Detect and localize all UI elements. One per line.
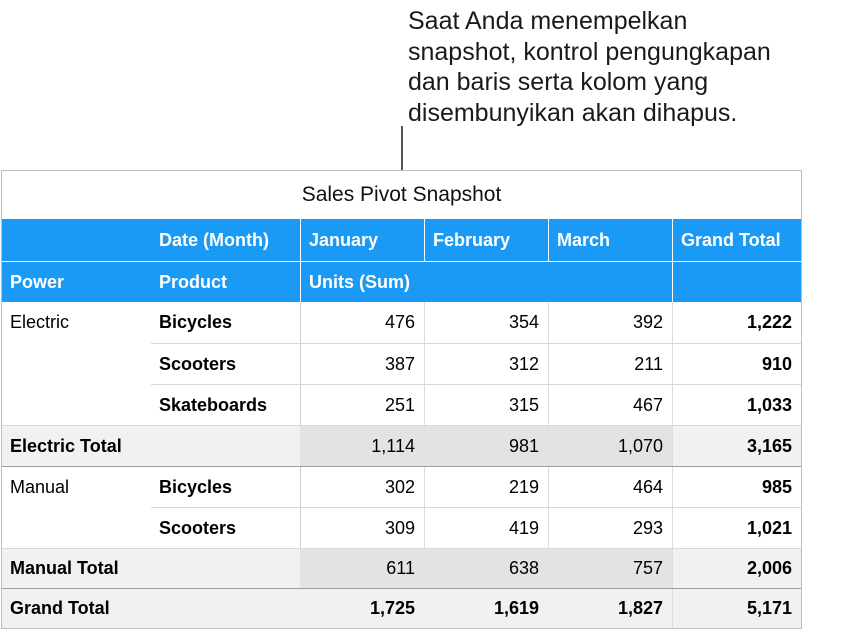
row-total-cell[interactable]: 985 <box>672 467 801 507</box>
value-cell[interactable]: 293 <box>548 507 672 548</box>
value-cell[interactable]: 467 <box>548 384 672 425</box>
value-cell[interactable]: 1,114 <box>300 426 424 466</box>
value-cell[interactable]: 981 <box>424 426 548 466</box>
table-row: Scooters 387 312 211 910 <box>2 343 801 384</box>
value-cell[interactable]: 302 <box>300 467 424 507</box>
subtotal-row-manual: Manual Total 611 638 757 2,006 <box>2 548 801 589</box>
row-product-cell[interactable] <box>151 549 300 588</box>
header-cell-product[interactable]: Product <box>159 271 228 292</box>
table-row: Scooters 309 419 293 1,021 <box>2 507 801 548</box>
row-total-cell[interactable]: 1,033 <box>672 384 801 425</box>
table-row: Manual Bicycles 302 219 464 985 <box>2 467 801 507</box>
value-cell[interactable]: 638 <box>424 549 548 588</box>
value-cell[interactable]: 354 <box>424 302 548 343</box>
row-total-cell[interactable]: 5,171 <box>672 589 801 628</box>
row-power-cell[interactable]: Electric Total <box>10 435 122 456</box>
header-cell-grand-total[interactable]: Grand Total <box>672 219 801 261</box>
header-cell-units-sum[interactable]: Units (Sum) <box>300 262 672 302</box>
row-product-cell[interactable]: Bicycles <box>159 476 233 497</box>
value-cell[interactable]: 312 <box>424 343 548 384</box>
row-power-cell[interactable]: Manual <box>10 476 70 497</box>
header-cell-march[interactable]: March <box>548 219 672 261</box>
value-cell[interactable]: 1,725 <box>300 589 424 628</box>
row-total-cell[interactable]: 2,006 <box>672 549 801 588</box>
subtotal-row-electric: Electric Total 1,114 981 1,070 3,165 <box>2 425 801 467</box>
pivot-table[interactable]: Sales Pivot Snapshot Date (Month) Januar… <box>1 170 802 629</box>
row-total-cell[interactable]: 910 <box>672 343 801 384</box>
callout-line: dan baris serta kolom yang <box>408 68 709 96</box>
header-cell-january[interactable]: January <box>300 219 424 261</box>
header-cell-empty[interactable] <box>2 219 151 261</box>
header-row-fields: Power Product Units (Sum) <box>2 261 801 302</box>
header-row-months: Date (Month) January February March Gran… <box>2 219 801 261</box>
row-product-cell[interactable] <box>151 589 300 628</box>
value-cell[interactable]: 309 <box>300 507 424 548</box>
row-product-cell[interactable]: Skateboards <box>151 384 300 425</box>
grand-total-row: Grand Total 1,725 1,619 1,827 5,171 <box>2 589 801 628</box>
row-total-cell[interactable]: 1,222 <box>672 302 801 343</box>
value-cell[interactable]: 315 <box>424 384 548 425</box>
header-cell-february[interactable]: February <box>424 219 548 261</box>
value-cell[interactable]: 387 <box>300 343 424 384</box>
row-power-cell[interactable] <box>2 384 151 425</box>
callout-line: disembunyikan akan dihapus. <box>408 98 738 127</box>
callout-leader-line <box>401 126 403 170</box>
value-cell[interactable]: 1,070 <box>548 426 672 466</box>
row-power-cell[interactable]: Electric <box>10 312 70 332</box>
callout-line: Saat Anda menempelkan <box>408 7 688 35</box>
value-cell[interactable]: 464 <box>548 467 672 507</box>
row-power-cell[interactable] <box>2 343 151 384</box>
value-cell[interactable]: 211 <box>548 343 672 384</box>
row-product-cell[interactable]: Scooters <box>151 507 300 548</box>
header-cell-blank[interactable] <box>672 262 801 302</box>
value-cell[interactable]: 757 <box>548 549 672 588</box>
value-cell[interactable]: 219 <box>424 467 548 507</box>
row-power-cell[interactable]: Manual Total <box>10 558 119 578</box>
row-power-cell[interactable]: Grand Total <box>10 598 110 618</box>
value-cell[interactable]: 1,827 <box>548 589 672 628</box>
header-cell-power[interactable]: Power <box>10 271 65 292</box>
row-total-cell[interactable]: 1,021 <box>672 507 801 548</box>
table-row: Electric Bicycles 476 354 392 1,222 <box>2 302 801 343</box>
table-row: Skateboards 251 315 467 1,033 <box>2 384 801 425</box>
value-cell[interactable]: 251 <box>300 384 424 425</box>
value-cell[interactable]: 476 <box>300 302 424 343</box>
table-title: Sales Pivot Snapshot <box>301 183 502 206</box>
value-cell[interactable]: 1,619 <box>424 589 548 628</box>
value-cell[interactable]: 419 <box>424 507 548 548</box>
row-product-cell[interactable] <box>151 426 300 466</box>
row-product-cell[interactable]: Bicycles <box>159 312 233 332</box>
callout-text: Saat Anda menempelkan snapshot, kontrol … <box>408 6 844 128</box>
value-cell[interactable]: 611 <box>300 549 424 588</box>
row-total-cell[interactable]: 3,165 <box>672 426 801 466</box>
value-cell[interactable]: 392 <box>548 302 672 343</box>
row-product-cell[interactable]: Scooters <box>151 343 300 384</box>
header-cell-date-month[interactable]: Date (Month) <box>159 229 269 250</box>
callout-line: snapshot, kontrol pengungkapan <box>408 37 771 66</box>
row-power-cell[interactable] <box>2 507 151 548</box>
